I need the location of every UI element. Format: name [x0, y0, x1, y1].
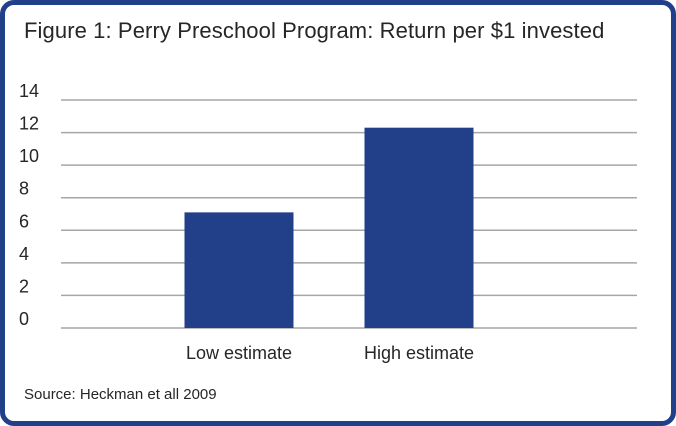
- grid-lines: [61, 99, 637, 329]
- x-axis-categories: Low estimate High estimate: [186, 343, 474, 363]
- y-axis-ticks: 0 2 4 6 8 10 12 14: [19, 81, 39, 329]
- y-tick-label: 4: [19, 244, 29, 264]
- y-tick-label: 12: [19, 114, 39, 134]
- y-tick-label: 2: [19, 276, 29, 296]
- y-tick-label: 14: [19, 81, 39, 101]
- bar-high-estimate: [364, 127, 474, 328]
- chart-title: Figure 1: Perry Preschool Program: Retur…: [24, 18, 605, 43]
- category-label: High estimate: [364, 343, 474, 363]
- bars: [184, 127, 474, 328]
- y-tick-label: 10: [19, 146, 39, 166]
- source-note: Source: Heckman et all 2009: [24, 386, 217, 403]
- y-tick-label: 6: [19, 211, 29, 231]
- category-label: Low estimate: [186, 343, 292, 363]
- y-tick-label: 0: [19, 309, 29, 329]
- bar-low-estimate: [184, 212, 294, 328]
- y-tick-label: 8: [19, 179, 29, 199]
- bar-chart: 0 2 4 6 8 10 12 14 Low estimate High estimate: [19, 81, 637, 363]
